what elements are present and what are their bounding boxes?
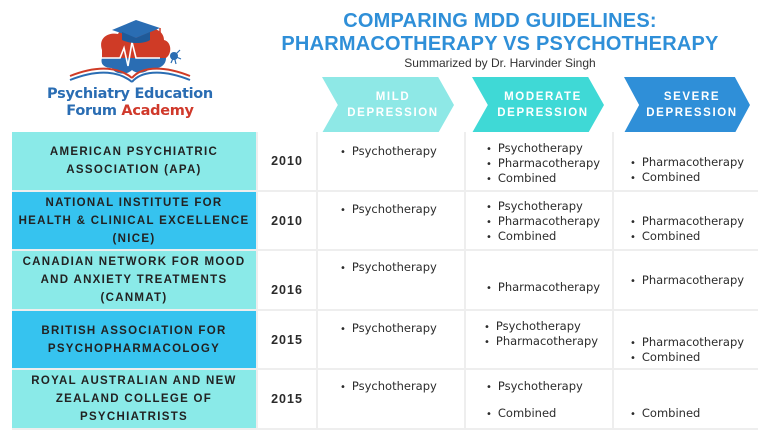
list-item: Psychotherapy — [486, 199, 583, 213]
year-cell: 2010 — [258, 132, 316, 190]
column-header-line-1: MODERATE — [504, 91, 582, 103]
list-item: Combined — [630, 350, 700, 364]
severe-cell: Pharmacotherapy Combined — [614, 311, 760, 368]
subtitle: Summarized by Dr. Harvinder Singh — [404, 56, 596, 70]
severe-cell: Pharmacotherapy Combined — [614, 132, 760, 190]
org-cell-apa: AMERICAN PSYCHIATRIC ASSOCIATION (APA) — [12, 132, 256, 190]
list-item: Psychotherapy — [340, 144, 437, 158]
title-line-1: COMPARING MDD GUIDELINES: — [343, 10, 657, 32]
list-item: Pharmacotherapy — [630, 273, 744, 287]
logo-line-2-accent: Academy — [121, 103, 194, 119]
moderate-cell: Psychotherapy Combined — [466, 370, 612, 428]
severe-cell: Combined — [614, 370, 760, 428]
list-item: Combined — [486, 229, 556, 243]
year-cell: 2016 — [258, 251, 316, 309]
column-header-line-1: SEVERE — [663, 91, 721, 103]
moderate-cell: Psychotherapy Pharmacotherapy — [466, 311, 612, 368]
list-item: Combined — [630, 406, 700, 420]
title-line-2: PHARMACOTHERAPY VS PSYCHOTHERAPY — [281, 33, 719, 55]
org-cell-bap: BRITISH ASSOCIATION FOR PSYCHOPHARMACOLO… — [12, 311, 256, 368]
column-header-line-2: DEPRESSION — [347, 107, 439, 119]
year-cell: 2010 — [258, 192, 316, 249]
moderate-cell: Pharmacotherapy — [466, 251, 612, 309]
brain-mortarboard-icon — [69, 20, 191, 83]
list-item: Combined — [630, 170, 700, 184]
list-item: Psychotherapy — [340, 260, 437, 274]
list-item: Combined — [486, 171, 556, 185]
org-cell-ranzcp: ROYAL AUSTRALIAN AND NEW ZEALAND COLLEGE… — [12, 370, 256, 428]
list-item: Combined — [486, 406, 556, 420]
logo-line-2: Forum Academy — [40, 103, 220, 120]
guidelines-table: AMERICAN PSYCHIATRIC ASSOCIATION (APA) 2… — [12, 132, 760, 430]
list-item: Pharmacotherapy — [486, 280, 600, 294]
list-item: Combined — [630, 229, 700, 243]
mild-cell: Psychotherapy — [318, 370, 464, 428]
column-header-moderate: MODERATE DEPRESSION — [472, 77, 604, 133]
column-header-line-1: MILD — [375, 91, 411, 103]
list-item: Pharmacotherapy — [630, 214, 744, 228]
list-item: Psychotherapy — [340, 202, 437, 216]
list-item: Pharmacotherapy — [630, 335, 744, 349]
mild-cell: Psychotherapy — [318, 132, 464, 190]
logo-line-1: Psychiatry Education — [47, 86, 213, 102]
severe-cell: Pharmacotherapy Combined — [614, 192, 760, 249]
list-item: Pharmacotherapy — [484, 334, 598, 348]
logo-line-2-prefix: Forum — [66, 103, 122, 119]
logo-wordmark: Psychiatry Education Forum Academy — [40, 86, 220, 120]
column-header-line-2: DEPRESSION — [646, 107, 738, 119]
list-item: Psychotherapy — [340, 321, 437, 335]
year-cell: 2015 — [258, 370, 316, 428]
year-cell: 2015 — [258, 311, 316, 368]
list-item: Psychotherapy — [486, 379, 583, 393]
org-cell-canmat: CANADIAN NETWORK FOR MOOD AND ANXIETY TR… — [12, 251, 256, 309]
mild-cell: Psychotherapy — [318, 192, 464, 249]
page-title: COMPARING MDD GUIDELINES: PHARMACOTHERAP… — [250, 10, 750, 56]
column-header-mild: MILD DEPRESSION — [322, 77, 454, 133]
mild-cell: Psychotherapy — [318, 311, 464, 368]
mild-cell: Psychotherapy — [318, 251, 464, 309]
psychiatry-education-forum-logo: Psychiatry Education Forum Academy — [40, 8, 220, 123]
column-header-severe: SEVERE DEPRESSION — [624, 77, 750, 133]
column-header-line-2: DEPRESSION — [497, 107, 589, 119]
severe-cell: Pharmacotherapy — [614, 251, 760, 309]
list-item: Psychotherapy — [484, 319, 581, 333]
org-cell-nice: NATIONAL INSTITUTE FOR HEALTH & CLINICAL… — [12, 192, 256, 249]
list-item: Pharmacotherapy — [630, 155, 744, 169]
list-item: Pharmacotherapy — [486, 214, 600, 228]
moderate-cell: Psychotherapy Pharmacotherapy Combined — [466, 192, 612, 249]
list-item: Pharmacotherapy — [486, 156, 600, 170]
list-item: Psychotherapy — [340, 379, 437, 393]
list-item: Psychotherapy — [486, 141, 583, 155]
moderate-cell: Psychotherapy Pharmacotherapy Combined — [466, 132, 612, 190]
